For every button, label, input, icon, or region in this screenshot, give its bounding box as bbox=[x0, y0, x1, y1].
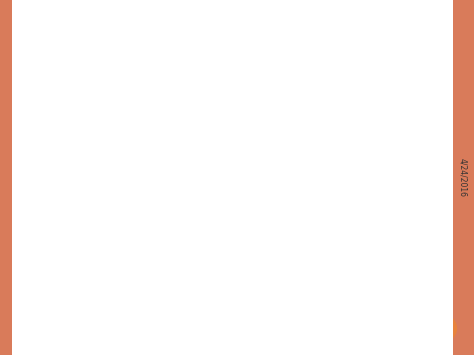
Text: Testing for compression of cervical
nerve root or facet joint irritation in the
: Testing for compression of cervical nerv… bbox=[40, 50, 265, 85]
Text: 25: 25 bbox=[425, 322, 442, 335]
Circle shape bbox=[15, 125, 27, 134]
Circle shape bbox=[15, 86, 27, 95]
Circle shape bbox=[411, 311, 456, 345]
Text: EST: EST bbox=[210, 23, 257, 43]
FancyBboxPatch shape bbox=[256, 25, 446, 291]
Ellipse shape bbox=[297, 70, 343, 111]
Text: Ask the patient seat the table: Ask the patient seat the table bbox=[40, 89, 207, 99]
Circle shape bbox=[15, 253, 27, 262]
Circle shape bbox=[15, 201, 27, 211]
Circle shape bbox=[18, 178, 25, 184]
Circle shape bbox=[18, 127, 25, 132]
Text: Radiating pain or other neurological
sign in the same side arm(nerve root)
and p: Radiating pain or other neurological sig… bbox=[40, 204, 254, 240]
Text: Fig. 39.  The compression test.: Fig. 39. The compression test. bbox=[263, 293, 394, 301]
Text: A narrowing of neural foramen,
pressure on the facet joints or muscle
spasm can : A narrowing of neural foramen, pressure … bbox=[40, 256, 254, 304]
Text: Patient head is natural,therapist stands
behind patient: Patient head is natural,therapist stands… bbox=[40, 128, 264, 151]
Circle shape bbox=[18, 203, 25, 209]
Text: Positive sign –: Positive sign – bbox=[40, 179, 120, 189]
Circle shape bbox=[18, 49, 25, 54]
Circle shape bbox=[18, 255, 25, 260]
Circle shape bbox=[15, 176, 27, 186]
Text: C: C bbox=[47, 23, 68, 48]
Text: OMPRESSION: OMPRESSION bbox=[67, 23, 234, 43]
Text: 4/24/2016: 4/24/2016 bbox=[458, 158, 466, 197]
Circle shape bbox=[18, 88, 25, 93]
Text: T: T bbox=[193, 23, 212, 48]
Circle shape bbox=[15, 47, 27, 56]
